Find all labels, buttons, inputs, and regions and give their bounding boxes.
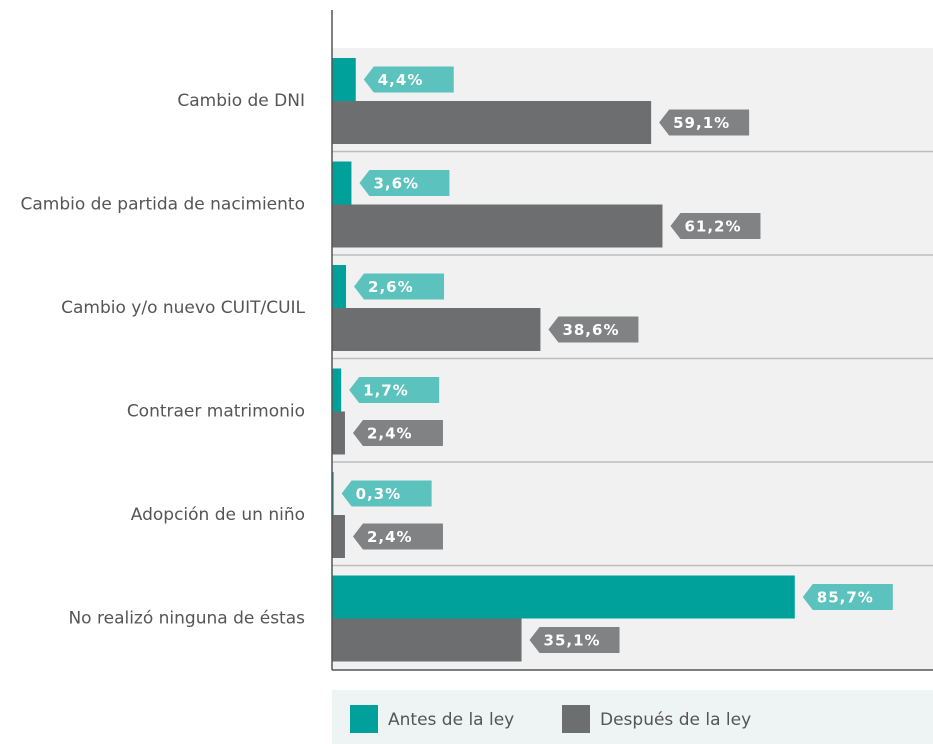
value-label: 61,2% xyxy=(684,218,741,236)
value-label: 85,7% xyxy=(817,589,874,607)
bar xyxy=(332,515,345,558)
category-label: Contraer matrimonio xyxy=(127,402,305,422)
bar xyxy=(332,101,652,144)
legend-swatch xyxy=(562,705,590,733)
legend-background xyxy=(332,690,933,744)
bar xyxy=(332,265,347,308)
category-label: Adopción de un niño xyxy=(131,505,305,525)
legend-swatch xyxy=(350,705,378,733)
bar xyxy=(332,411,345,455)
value-label: 2,6% xyxy=(368,278,414,296)
value-label-tag xyxy=(359,170,450,196)
value-label-tag xyxy=(341,480,432,507)
value-label: 59,1% xyxy=(673,114,730,132)
bar xyxy=(332,161,352,205)
value-label-tag xyxy=(352,420,443,446)
value-label-tag xyxy=(529,627,620,653)
category-label: Cambio de partida de nacimiento xyxy=(20,195,305,215)
legend-label: Antes de la ley xyxy=(388,710,514,730)
value-label: 1,7% xyxy=(363,382,409,400)
value-label-tag xyxy=(352,523,443,550)
bar xyxy=(332,472,334,515)
value-label: 3,6% xyxy=(373,175,419,193)
legend-label: Después de la ley xyxy=(600,710,751,730)
value-label: 0,3% xyxy=(356,485,402,503)
value-label-tag xyxy=(349,377,440,403)
category-label: Cambio de DNI xyxy=(177,91,305,111)
value-label: 38,6% xyxy=(562,321,619,339)
bar xyxy=(332,618,522,662)
bar xyxy=(332,308,541,351)
bar xyxy=(332,204,663,248)
bar xyxy=(332,368,342,412)
value-label-tag xyxy=(802,584,893,610)
value-label: 2,4% xyxy=(367,528,413,546)
value-label-tag xyxy=(363,66,454,93)
value-label: 35,1% xyxy=(544,632,601,650)
value-label-tag xyxy=(354,273,445,300)
category-label: Cambio y/o nuevo CUIT/CUIL xyxy=(61,298,305,318)
value-label-tag xyxy=(548,316,639,343)
value-label: 4,4% xyxy=(378,71,424,89)
bar xyxy=(332,575,795,619)
value-label-tag xyxy=(670,213,761,239)
value-label-tag xyxy=(659,109,750,136)
category-label: No realizó ninguna de éstas xyxy=(68,609,305,629)
bar xyxy=(332,58,356,101)
value-label: 2,4% xyxy=(367,425,413,443)
